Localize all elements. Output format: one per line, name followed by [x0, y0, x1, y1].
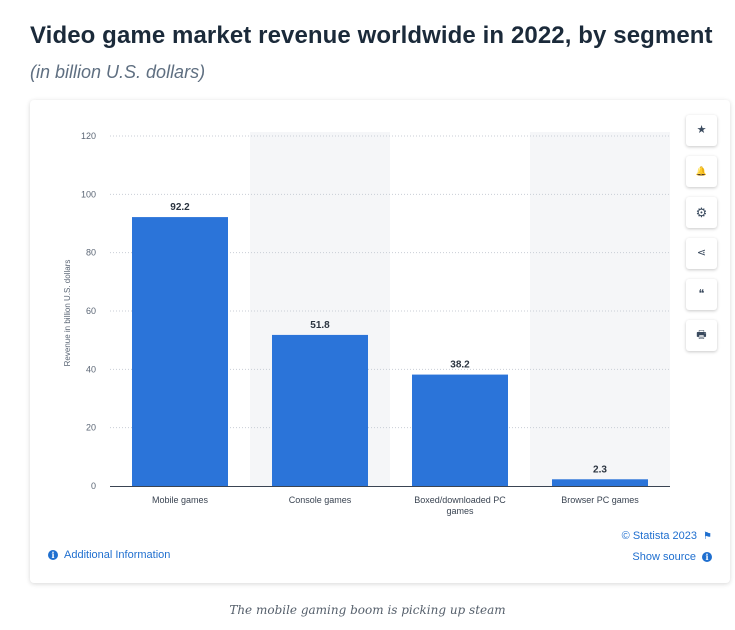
x-tick-label: Mobile games: [152, 495, 209, 505]
bar-chart: 0 20 40 60 80 100 120 Revenue in billion U.S. d…: [63, 131, 670, 516]
x-tick-label: Boxed/downloaded PC games: [414, 495, 506, 516]
x-tick-label: Browser PC games: [561, 495, 639, 505]
data-label: 51.8: [310, 320, 330, 331]
bar: [272, 334, 368, 486]
show-source-link[interactable]: Show source i: [632, 551, 712, 563]
cite-button[interactable]: ❝: [686, 279, 717, 310]
show-source-label: Show source: [632, 551, 696, 563]
additional-information-label: Additional Information: [64, 549, 171, 561]
bell-icon: 🔔: [695, 166, 708, 176]
x-tick-label-line: Console games: [289, 495, 352, 505]
print-icon: 🖶: [696, 329, 707, 341]
bar: [552, 479, 648, 486]
credits-label: © Statista 2023: [621, 530, 698, 542]
y-tick-label: 60: [86, 306, 96, 316]
chart-card: 0 20 40 60 80 100 120 Revenue in billion U.S. d…: [30, 100, 730, 583]
additional-information-link[interactable]: i Additional Information: [48, 549, 170, 561]
statista-credits-link[interactable]: © Statista 2023 ⚑: [622, 530, 712, 542]
y-tick-label: 40: [86, 364, 96, 374]
y-tick-label: 80: [86, 248, 96, 258]
y-tick-label: 120: [81, 131, 96, 141]
settings-button[interactable]: ⚙: [686, 197, 717, 228]
y-tick-label: 0: [91, 481, 96, 491]
data-label: 92.2: [170, 202, 190, 213]
column-band: [530, 132, 670, 486]
print-button[interactable]: 🖶: [686, 320, 717, 351]
chart-subtitle: (in billion U.S. dollars): [30, 62, 206, 82]
flag-icon: ⚑: [703, 530, 712, 542]
gear-icon: ⚙: [695, 205, 708, 220]
share-icon: ⋖: [696, 247, 707, 259]
x-tick-label-line: Mobile games: [152, 495, 209, 505]
bell-button[interactable]: 🔔: [686, 156, 717, 187]
y-axis-label: Revenue in billion U.S. dollars: [63, 260, 72, 367]
x-tick-label-line: Boxed/downloaded PC: [414, 495, 506, 505]
y-tick-label: 100: [81, 189, 96, 199]
quote-icon: ❝: [698, 288, 705, 300]
data-label: 2.3: [593, 464, 607, 475]
info-icon: i: [702, 552, 712, 562]
data-label: 38.2: [450, 360, 470, 371]
chart-caption: The mobile gaming boom is picking up ste…: [229, 603, 506, 617]
bar: [412, 374, 508, 486]
star-icon: ★: [696, 124, 707, 136]
chart-title: Video game market revenue worldwide in 2…: [30, 22, 713, 49]
y-tick-label: 20: [86, 423, 96, 433]
x-tick-label-line: Browser PC games: [561, 495, 639, 505]
star-button[interactable]: ★: [686, 115, 717, 146]
bar: [132, 217, 228, 486]
share-button[interactable]: ⋖: [686, 238, 717, 269]
info-icon: i: [48, 550, 58, 560]
x-tick-label: Console games: [289, 495, 352, 505]
x-tick-label-line: games: [446, 506, 474, 516]
